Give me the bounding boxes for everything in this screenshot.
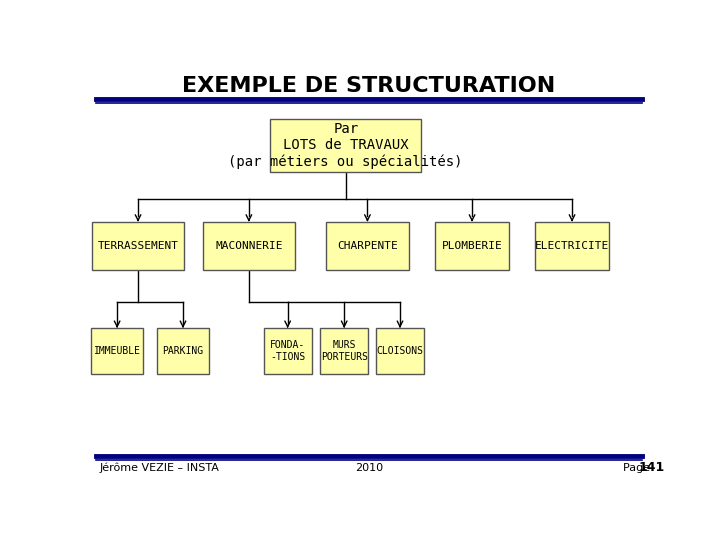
- Text: IMMEUBLE: IMMEUBLE: [94, 346, 140, 356]
- FancyBboxPatch shape: [325, 222, 409, 269]
- Text: TERRASSEMENT: TERRASSEMENT: [97, 241, 179, 251]
- FancyBboxPatch shape: [264, 328, 312, 374]
- FancyBboxPatch shape: [435, 222, 509, 269]
- Text: PLOMBERIE: PLOMBERIE: [441, 241, 503, 251]
- Text: Par
LOTS de TRAVAUX
(par métiers ou spécialités): Par LOTS de TRAVAUX (par métiers ou spéc…: [228, 122, 463, 169]
- FancyBboxPatch shape: [92, 222, 184, 269]
- FancyBboxPatch shape: [270, 119, 421, 172]
- Text: ELECTRICITE: ELECTRICITE: [535, 241, 609, 251]
- FancyBboxPatch shape: [91, 328, 143, 374]
- Text: CLOISONS: CLOISONS: [377, 346, 423, 356]
- FancyBboxPatch shape: [320, 328, 368, 374]
- Text: EXEMPLE DE STRUCTURATION: EXEMPLE DE STRUCTURATION: [182, 76, 556, 96]
- Text: 141: 141: [639, 461, 665, 474]
- Text: CHARPENTE: CHARPENTE: [337, 241, 398, 251]
- Text: Jérôme VEZIE – INSTA: Jérôme VEZIE – INSTA: [99, 462, 219, 472]
- Text: Page: Page: [624, 462, 654, 472]
- Text: MURS
PORTEURS: MURS PORTEURS: [320, 340, 368, 362]
- FancyBboxPatch shape: [376, 328, 424, 374]
- Text: FONDA-
-TIONS: FONDA- -TIONS: [270, 340, 305, 362]
- Text: MACONNERIE: MACONNERIE: [215, 241, 283, 251]
- FancyBboxPatch shape: [203, 222, 294, 269]
- FancyBboxPatch shape: [157, 328, 210, 374]
- Text: PARKING: PARKING: [163, 346, 204, 356]
- FancyBboxPatch shape: [535, 222, 609, 269]
- Text: 2010: 2010: [355, 462, 383, 472]
